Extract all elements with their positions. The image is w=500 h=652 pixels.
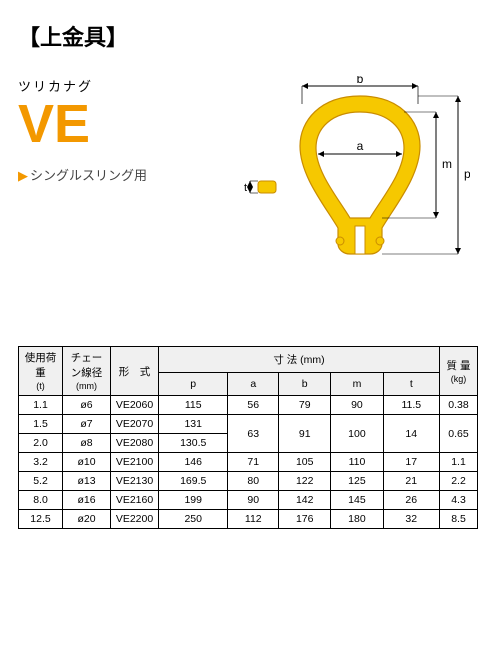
table-row: 5.2 ø13 VE2130 169.5 80 122 125 21 2.2: [19, 472, 478, 491]
dimension-diagram: b a: [228, 76, 482, 276]
svg-text:b: b: [357, 76, 364, 86]
svg-text:p: p: [464, 167, 470, 181]
svg-text:a: a: [357, 139, 364, 153]
th-m: m: [331, 373, 383, 396]
link-shape: [300, 96, 420, 254]
table-row: 3.2 ø10 VE2100 146 71 105 110 17 1.1: [19, 453, 478, 472]
triangle-icon: ▶: [18, 168, 28, 183]
th-a: a: [228, 373, 279, 396]
th-load: 使用荷重(t): [19, 347, 63, 396]
th-chain: チェーン線径(mm): [63, 347, 111, 396]
dim-a: a: [318, 139, 402, 157]
th-t: t: [383, 373, 439, 396]
table-row: 8.0 ø16 VE2160 199 90 142 145 26 4.3: [19, 491, 478, 510]
table-row: 12.5 ø20 VE2200 250 112 176 180 32 8.5: [19, 510, 478, 529]
th-mass: 質 量(kg): [440, 347, 478, 396]
th-dim: 寸 法 (mm): [159, 347, 440, 373]
section-title: 【上金具】: [18, 20, 482, 52]
table-row: 1.5 ø7 VE2070 131 63 91 100 14 0.65: [19, 415, 478, 434]
product-row: ツリカナグ VE ▶シングルスリング用 b: [18, 76, 482, 276]
th-p: p: [159, 373, 228, 396]
product-kana: ツリカナグ: [18, 76, 218, 95]
dim-t: t: [244, 181, 276, 194]
usage-text: シングルスリング用: [30, 168, 147, 183]
svg-text:m: m: [442, 157, 452, 171]
th-b: b: [279, 373, 331, 396]
th-model: 形 式: [111, 347, 159, 396]
product-usage: ▶シングルスリング用: [18, 165, 218, 184]
table-row: 1.1 ø6 VE2060 115 56 79 90 11.5 0.38: [19, 396, 478, 415]
product-model: VE: [18, 97, 218, 151]
svg-text:t: t: [244, 182, 247, 194]
spec-table: 使用荷重(t) チェーン線径(mm) 形 式 寸 法 (mm) 質 量(kg) …: [18, 346, 478, 529]
product-info: ツリカナグ VE ▶シングルスリング用: [18, 76, 218, 184]
